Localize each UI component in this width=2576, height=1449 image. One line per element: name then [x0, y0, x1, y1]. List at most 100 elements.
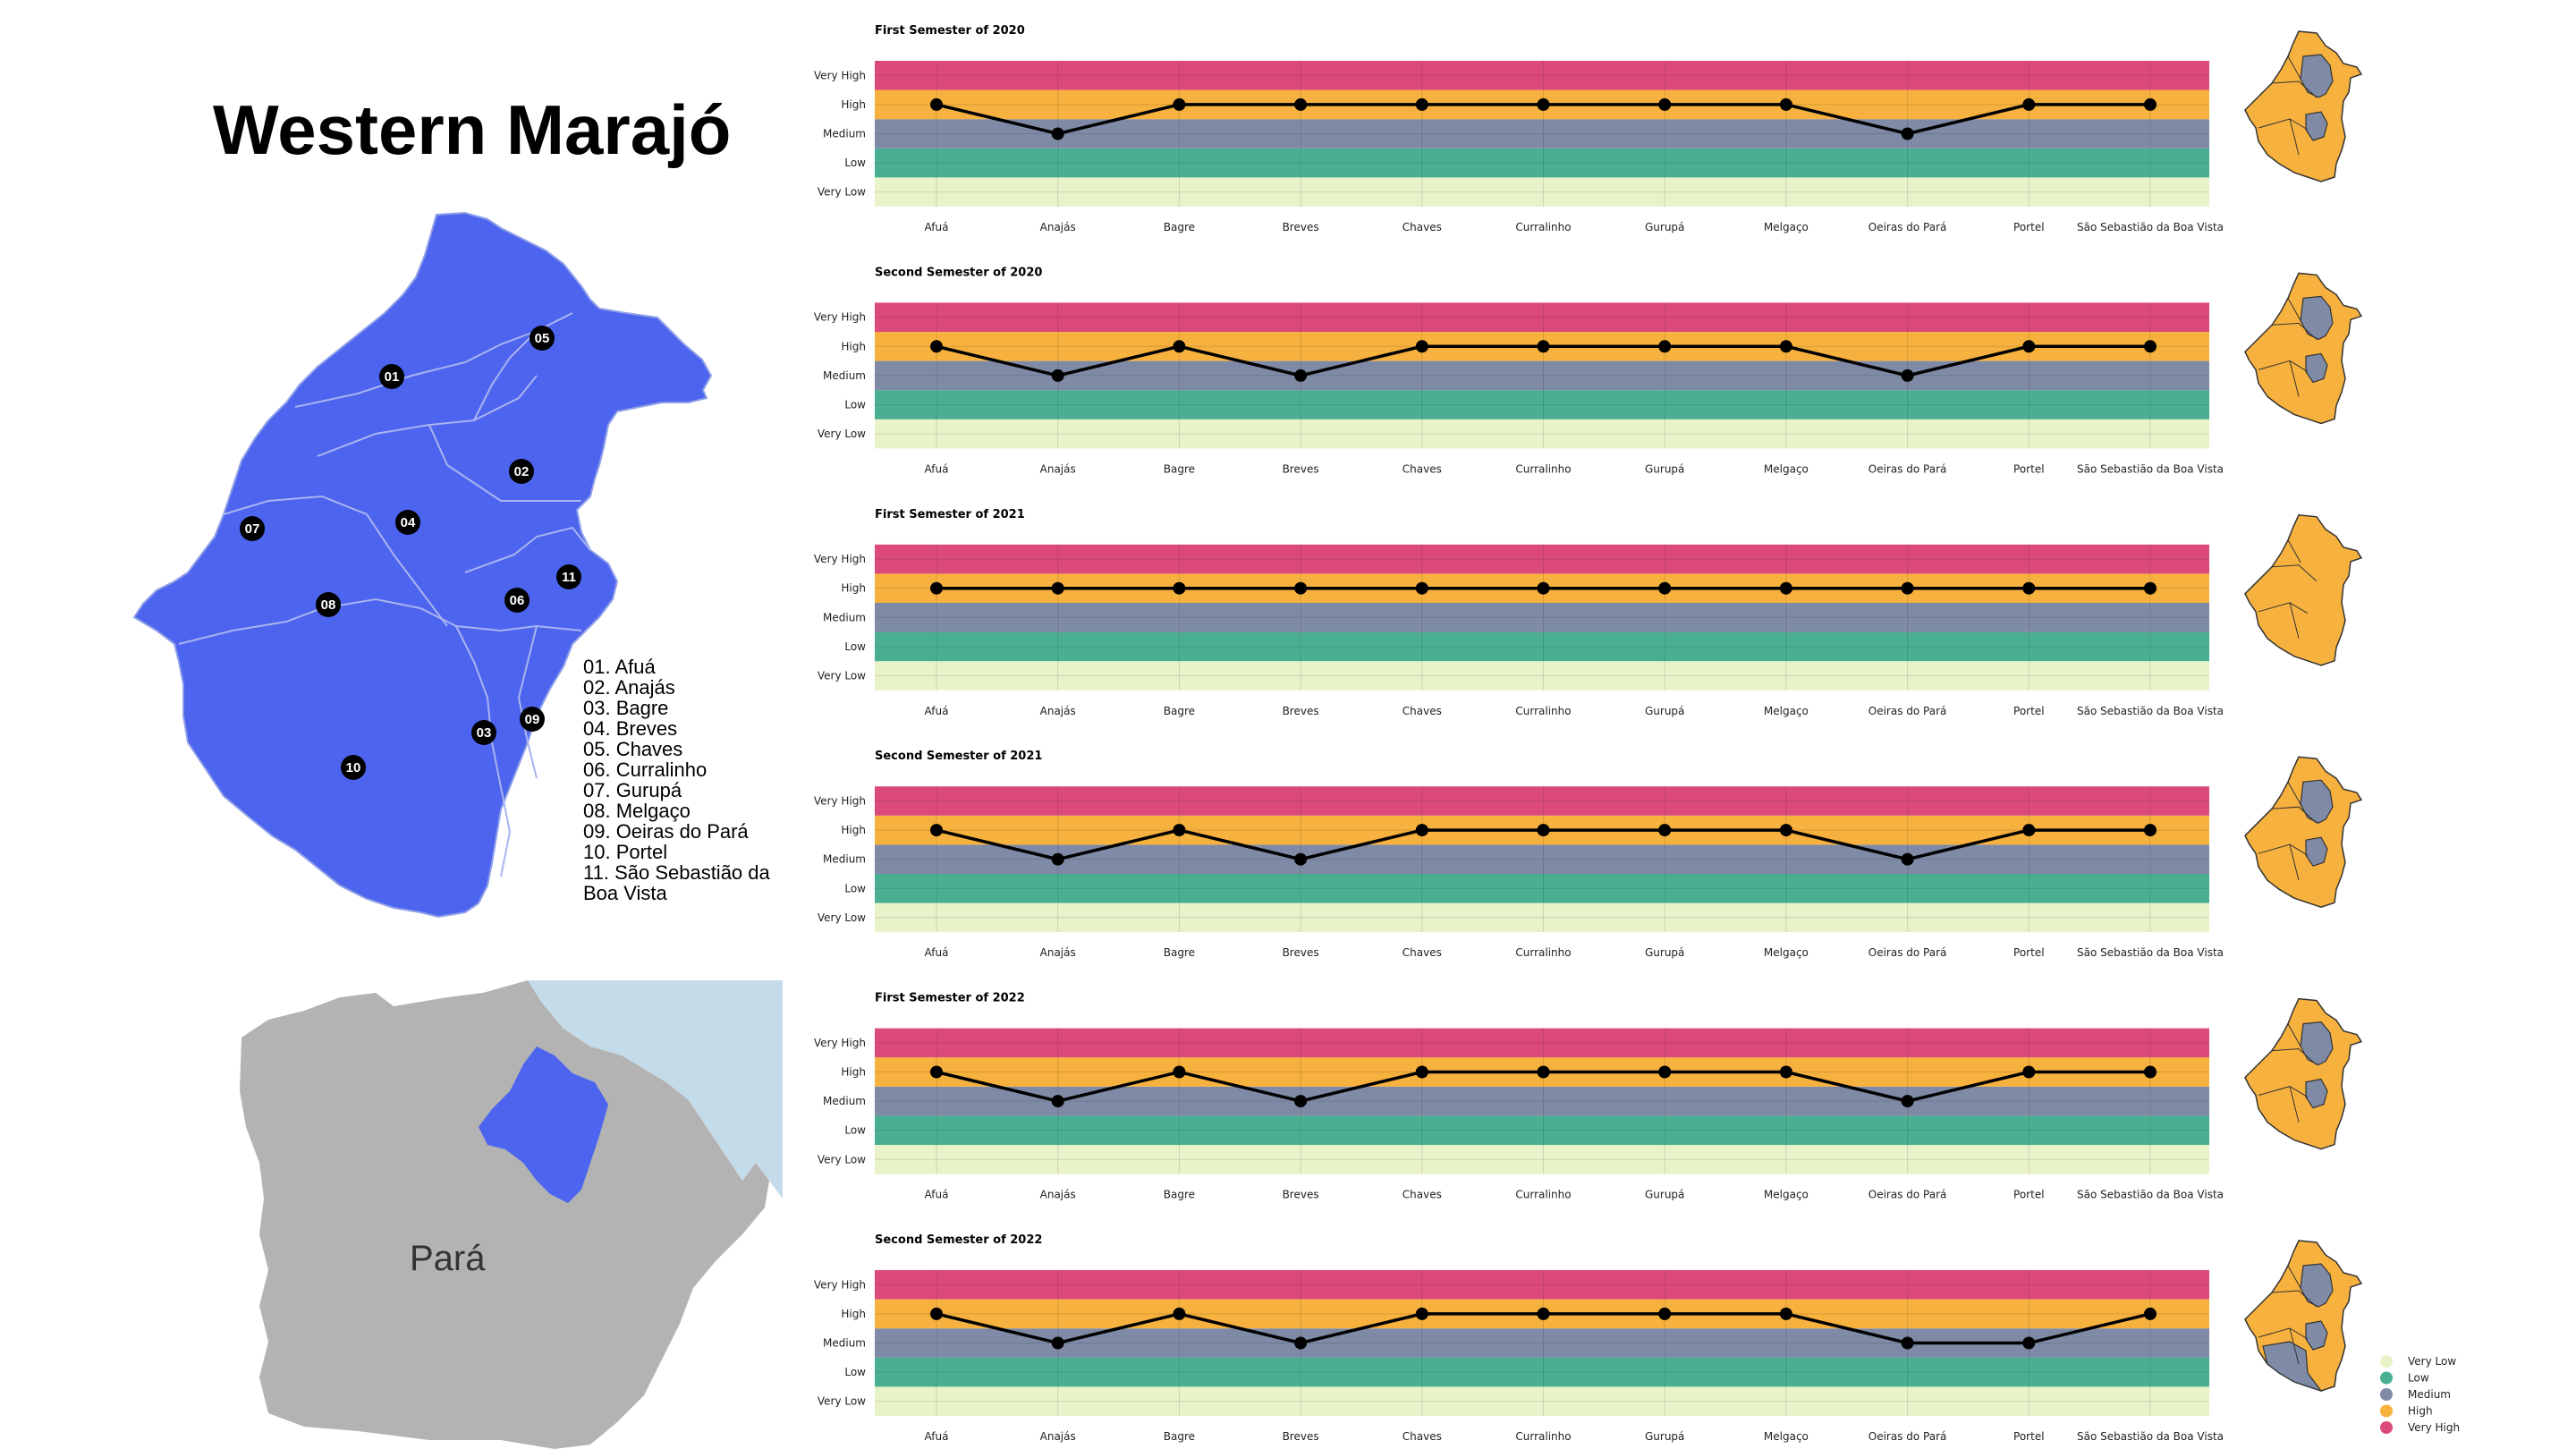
x-tick-label: Portel [2013, 1430, 2045, 1443]
y-tick-label: High [841, 1308, 866, 1320]
map-marker-09: 09 [520, 707, 545, 732]
chart-panel-2: Second Semester of 2020 Very Low Low Medium… [814, 266, 2363, 475]
y-tick-label: Very Low [818, 1153, 866, 1165]
chart-panel-5: First Semester of 2022 Very Low Low Medium H… [814, 992, 2363, 1201]
y-tick-label: Very Low [818, 186, 866, 199]
band-low [875, 148, 2209, 178]
map-marker-04: 04 [395, 510, 420, 535]
legend-swatch-high [2380, 1404, 2393, 1418]
x-tick-label: Afuá [925, 1189, 949, 1201]
data-point-7 [1658, 824, 1672, 837]
chart-title: Second Semester of 2021 [875, 750, 1042, 763]
data-point-3 [1173, 97, 1186, 111]
x-tick-label: Anajás [1040, 1189, 1076, 1201]
legend-swatch-low [2380, 1371, 2393, 1385]
svg-text:07: 07 [245, 521, 260, 537]
x-tick-label: Oeiras do Pará [1868, 946, 1947, 959]
data-point-3 [1173, 1307, 1186, 1320]
map-markers: 01 02 03 04 05 06 07 08 09 10 11 [240, 326, 581, 780]
data-point-11 [2144, 340, 2157, 353]
y-tick-label: Medium [823, 369, 866, 382]
y-tick-label: Low [844, 157, 866, 169]
map-marker-01: 01 [379, 364, 404, 389]
x-tick-label: Gurupá [1645, 462, 1684, 475]
y-tick-label: Low [844, 1366, 866, 1378]
data-point-10 [2022, 340, 2036, 353]
chart-title: First Semester of 2022 [875, 992, 1025, 1005]
mini-map-borders [2258, 1023, 2318, 1123]
y-tick-label: Low [844, 399, 866, 411]
x-tick-label: Anajás [1040, 1430, 1076, 1443]
x-tick-label: Breves [1283, 221, 1319, 233]
data-point-4 [1294, 581, 1308, 595]
band-low [875, 874, 2209, 903]
y-tick-label: Very High [814, 311, 866, 324]
x-tick-label: Chaves [1402, 221, 1442, 233]
band-low [875, 1115, 2209, 1145]
x-tick-label: Melgaço [1764, 946, 1809, 959]
data-point-8 [1779, 1307, 1792, 1320]
data-point-6 [1537, 824, 1550, 837]
x-tick-label: Melgaço [1764, 462, 1809, 475]
municipality-list-item: 10. Portel [583, 841, 668, 863]
municipality-list-item: 07. Gurupá [583, 779, 682, 801]
y-tick-label: Low [844, 1124, 866, 1137]
legend-swatch-very-high [2380, 1421, 2393, 1434]
chart-panel-3: First Semester of 2021 Very Low Low Medium H… [814, 508, 2363, 717]
municipality-list-item: 08. Melgaço [583, 800, 691, 822]
x-tick-label: Chaves [1402, 1430, 1442, 1443]
data-point-7 [1658, 1065, 1672, 1079]
band-very-high [875, 786, 2209, 816]
x-tick-label: Gurupá [1645, 1430, 1684, 1443]
data-point-8 [1779, 1065, 1792, 1079]
mini-map-region-medium [2300, 1021, 2334, 1066]
chart-title: Second Semester of 2020 [875, 266, 1042, 279]
municipality-list-item: 05. Chaves [583, 738, 683, 760]
mini-map-6 [2244, 1240, 2363, 1393]
data-point-2 [1051, 1336, 1064, 1350]
x-tick-label: Melgaço [1764, 705, 1809, 717]
data-point-11 [2144, 1065, 2157, 1079]
data-point-9 [1901, 1095, 1914, 1108]
y-tick-label: Medium [823, 1337, 866, 1350]
x-tick-label: Oeiras do Pará [1868, 462, 1947, 475]
mini-map-region-medium [2305, 1320, 2328, 1351]
data-point-11 [2144, 581, 2157, 595]
mini-map-outline [2244, 272, 2363, 425]
data-point-4 [1294, 1095, 1308, 1108]
mini-map-outline [2244, 997, 2363, 1150]
x-tick-label: Portel [2013, 705, 2045, 717]
x-tick-label: Portel [2013, 462, 2045, 475]
data-point-2 [1051, 581, 1064, 595]
x-tick-label: Bagre [1164, 221, 1195, 233]
x-tick-label: Breves [1283, 462, 1319, 475]
band-low [875, 1357, 2209, 1387]
map-marker-11: 11 [556, 564, 581, 589]
x-tick-label: Chaves [1402, 946, 1442, 959]
mini-map-region-medium [2305, 111, 2328, 141]
data-point-5 [1415, 824, 1428, 837]
y-tick-label: High [841, 340, 866, 352]
map-marker-08: 08 [316, 592, 341, 617]
svg-text:08: 08 [321, 597, 336, 613]
data-point-7 [1658, 340, 1672, 353]
mini-map-5 [2244, 997, 2363, 1150]
x-tick-label: Anajás [1040, 221, 1076, 233]
x-tick-label: Bagre [1164, 462, 1195, 475]
mini-map-outline [2244, 756, 2363, 908]
mini-map-region-medium [2300, 1263, 2334, 1308]
x-tick-label: São Sebastião da Boa Vista [2077, 221, 2224, 233]
y-tick-label: High [841, 582, 866, 595]
data-point-10 [2022, 1065, 2036, 1079]
x-tick-label: Melgaço [1764, 1430, 1809, 1443]
x-tick-label: Melgaço [1764, 221, 1809, 233]
svg-text:02: 02 [514, 464, 530, 479]
x-tick-label: Bagre [1164, 946, 1195, 959]
data-point-2 [1051, 127, 1064, 140]
x-tick-label: Breves [1283, 1430, 1319, 1443]
data-point-11 [2144, 824, 2157, 837]
data-point-3 [1173, 824, 1186, 837]
x-tick-label: Curralinho [1515, 946, 1571, 959]
data-point-8 [1779, 340, 1792, 353]
